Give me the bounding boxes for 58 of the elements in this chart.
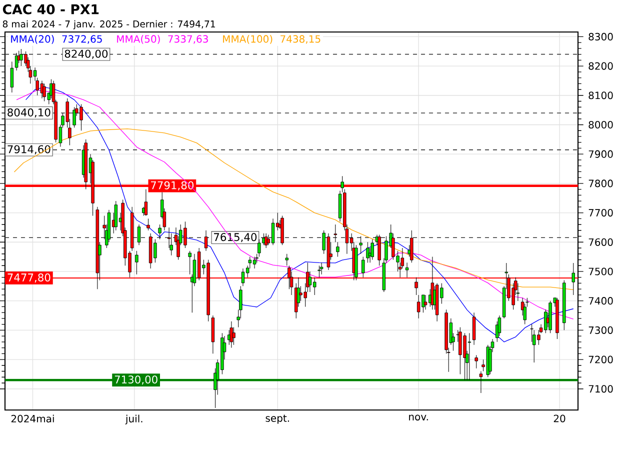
candlestick	[14, 52, 18, 71]
text: MMA(50)	[117, 35, 160, 44]
candlestick	[378, 234, 381, 266]
candlestick	[405, 262, 409, 278]
candlestick	[188, 250, 192, 275]
chart-subtitle: 8 mai 2024 - 7 janv. 2025 - Dernier : 7494,71	[2, 20, 215, 30]
ref-line-label: 7477,80	[8, 273, 50, 283]
candlestick	[410, 230, 414, 263]
candlestick	[479, 370, 483, 394]
annotation: 7372,65	[62, 35, 102, 44]
candlestick	[230, 321, 234, 348]
candlestick	[318, 265, 321, 278]
x-tick-label: 20	[554, 414, 566, 422]
candlestick	[336, 242, 340, 258]
ref-line-label: 8040,10	[8, 108, 50, 118]
y-tick-label: 7100	[588, 385, 613, 393]
candlestick	[72, 106, 76, 128]
candlestick	[424, 294, 428, 310]
y-tick-label: 7400	[588, 297, 613, 305]
y-tick-label: 7600	[588, 238, 613, 246]
y-tick-label: 8100	[588, 92, 613, 100]
ref-line-label: 7130,00	[114, 375, 158, 385]
x-tick-label: juil.	[125, 414, 142, 424]
candlestick	[137, 224, 141, 246]
candlestick	[146, 218, 150, 231]
candlestick	[530, 324, 534, 342]
annotation: 7438,15	[280, 35, 320, 44]
y-tick-label: 7900	[588, 150, 613, 158]
candlestick	[362, 256, 365, 278]
candlestick	[334, 224, 338, 242]
candlestick	[258, 238, 261, 258]
y-tick-label: 7200	[588, 356, 613, 364]
y-tick-label: 7300	[588, 326, 613, 334]
text: MMA(100)	[223, 35, 272, 44]
candlestick	[158, 224, 162, 240]
annotation: 7337,63	[168, 35, 208, 44]
y-tick-label: 8000	[588, 120, 613, 129]
y-tick-label: 7800	[588, 180, 613, 188]
x-tick-label: sept.	[266, 414, 289, 424]
candlestick	[204, 230, 208, 252]
candlestick	[135, 250, 138, 275]
x-tick-label: nov.	[409, 414, 428, 420]
ref-line-label: 8240,00	[64, 50, 108, 59]
y-tick-label: 7700	[588, 209, 613, 217]
chart-title: CAC 40 - PX1	[2, 4, 99, 14]
candlestick	[359, 236, 362, 254]
y-tick-label: 8300	[588, 32, 613, 40]
x-tick-label: 2024mai	[11, 414, 54, 422]
candlestick	[312, 277, 316, 296]
candlestick	[285, 254, 289, 266]
text: MMA(20)	[11, 35, 54, 44]
candlestick	[472, 312, 476, 346]
candlestick	[474, 354, 478, 369]
y-tick-label: 7500	[588, 268, 613, 276]
candlestick	[10, 61, 14, 93]
candlestick	[572, 262, 576, 296]
candlestick	[114, 200, 118, 231]
y-tick-label: 8200	[588, 62, 613, 70]
